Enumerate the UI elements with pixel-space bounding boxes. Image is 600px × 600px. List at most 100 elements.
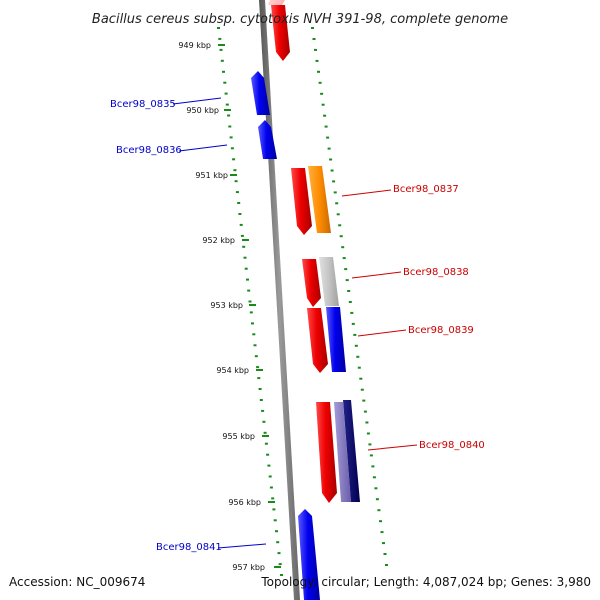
leader-line-bcer98-0837	[341, 189, 392, 197]
guide-dash	[243, 256, 247, 259]
guide-dash	[335, 202, 339, 205]
guide-dash	[372, 476, 376, 479]
gene-feature-bcer98-0841[interactable]	[298, 509, 320, 600]
guide-dash	[225, 103, 229, 106]
guide-dash	[327, 147, 331, 150]
guide-dash	[246, 278, 249, 281]
guide-dash	[266, 453, 270, 456]
guide-dash	[383, 553, 387, 555]
guide-dash	[342, 257, 346, 260]
gene-labels: Bcer98_0835 Bcer98_0836 Bcer98_0837 Bcer…	[110, 99, 485, 553]
guide-dash	[333, 191, 337, 194]
guide-dash	[220, 59, 224, 62]
guide-dash	[264, 442, 268, 445]
guide-dash	[365, 421, 369, 424]
gene-feature-red-top[interactable]	[271, 5, 290, 61]
guide-dash	[377, 509, 381, 512]
guide-dash	[218, 37, 222, 40]
guide-dash	[237, 202, 241, 204]
tick-label: 954 kbp	[216, 366, 249, 375]
guide-dash	[336, 213, 340, 216]
gene-feature-bcer98-0835[interactable]	[251, 71, 270, 115]
guide-dash	[379, 520, 382, 523]
tick-label: 950 kbp	[186, 106, 219, 115]
tick-label: 953 kbp	[210, 301, 243, 310]
guide-dash	[261, 409, 265, 412]
guide-dash	[315, 59, 319, 62]
inner-dotted-guide	[217, 27, 283, 576]
guide-dash	[253, 344, 257, 347]
gene-feature-bcer98-0840-purple[interactable]	[334, 402, 351, 502]
gene-feature-bcer98-0836[interactable]	[258, 120, 277, 159]
gene-label-bcer98-0837[interactable]: Bcer98_0837	[393, 184, 459, 195]
guide-dash	[351, 322, 355, 325]
guide-dash	[267, 464, 271, 467]
guide-dash	[272, 508, 276, 511]
guide-dash	[259, 399, 263, 401]
leader-line-bcer98-0841	[217, 543, 267, 549]
guide-dash	[375, 498, 379, 501]
guide-dash	[217, 27, 220, 29]
page-title: Bacillus cereus subsp. cytotoxis NVH 391…	[92, 12, 508, 27]
gene-feature-pink[interactable]	[268, 0, 285, 5]
guide-dash	[244, 267, 248, 270]
tick-marks	[218, 44, 281, 568]
guide-dash	[238, 213, 242, 215]
gene-feature-bcer98-0840[interactable]	[316, 402, 337, 503]
guide-dash	[222, 70, 225, 73]
guide-dash	[219, 48, 223, 51]
tick-label: 956 kbp	[228, 498, 261, 507]
guide-dash	[344, 268, 348, 271]
guide-dash	[356, 355, 360, 358]
tick-labels: 949 kbp 950 kbp 951 kbp 952 kbp 953 kbp …	[178, 41, 265, 572]
guide-dash	[252, 333, 256, 336]
leader-line-bcer98-0836	[178, 144, 228, 152]
guide-dash	[374, 487, 378, 490]
guide-dash	[348, 301, 352, 303]
gene-label-bcer98-0835[interactable]: Bcer98_0835	[110, 99, 176, 110]
guide-dash	[233, 169, 237, 172]
tick-label: 955 kbp	[222, 432, 255, 441]
guide-dash	[223, 81, 227, 84]
guide-dash	[326, 136, 330, 139]
guide-dash	[224, 92, 228, 95]
guide-dash	[341, 246, 345, 249]
guide-dash	[339, 235, 343, 238]
guide-dash	[385, 564, 388, 566]
guide-dash	[256, 366, 260, 369]
gene-label-bcer98-0839[interactable]: Bcer98_0839	[408, 325, 474, 336]
gene-features	[251, 0, 360, 600]
guide-dash	[258, 388, 262, 390]
guide-dash	[382, 542, 385, 545]
leader-line-bcer98-0839	[357, 329, 407, 337]
gene-feature-bcer98-0838[interactable]	[302, 259, 321, 307]
gene-feature-bcer98-0837-orange[interactable]	[308, 166, 331, 233]
gene-feature-bcer98-0839[interactable]	[307, 308, 328, 373]
guide-dash	[314, 48, 317, 51]
gene-leader-lines	[172, 97, 418, 549]
guide-dash	[320, 92, 324, 95]
guide-dash	[277, 552, 281, 555]
gene-label-bcer98-0838[interactable]: Bcer98_0838	[403, 267, 469, 278]
guide-dash	[232, 158, 236, 161]
gene-label-bcer98-0840[interactable]: Bcer98_0840	[419, 440, 485, 451]
topology-text: Topology: circular; Length: 4,087,024 bp…	[260, 575, 591, 589]
gene-feature-bcer98-0838-gray[interactable]	[319, 257, 339, 306]
guide-dash	[280, 574, 283, 576]
guide-dash	[230, 147, 234, 150]
guide-dash	[254, 355, 258, 358]
gene-label-bcer98-0841[interactable]: Bcer98_0841	[156, 542, 222, 553]
guide-dash	[380, 531, 384, 534]
leader-line-bcer98-0835	[172, 97, 222, 105]
gene-feature-bcer98-0837[interactable]	[291, 168, 312, 235]
gene-feature-bcer98-0839-blue[interactable]	[326, 307, 346, 372]
gene-label-bcer98-0836[interactable]: Bcer98_0836	[116, 145, 182, 156]
guide-dash	[318, 81, 322, 84]
guide-dash	[269, 486, 273, 489]
accession-text: Accession: NC_009674	[9, 575, 145, 589]
guide-dash	[271, 497, 275, 500]
guide-dash	[330, 169, 334, 172]
gene-feature-bcer98-0840-navy[interactable]	[343, 400, 360, 502]
guide-dash	[360, 388, 364, 391]
